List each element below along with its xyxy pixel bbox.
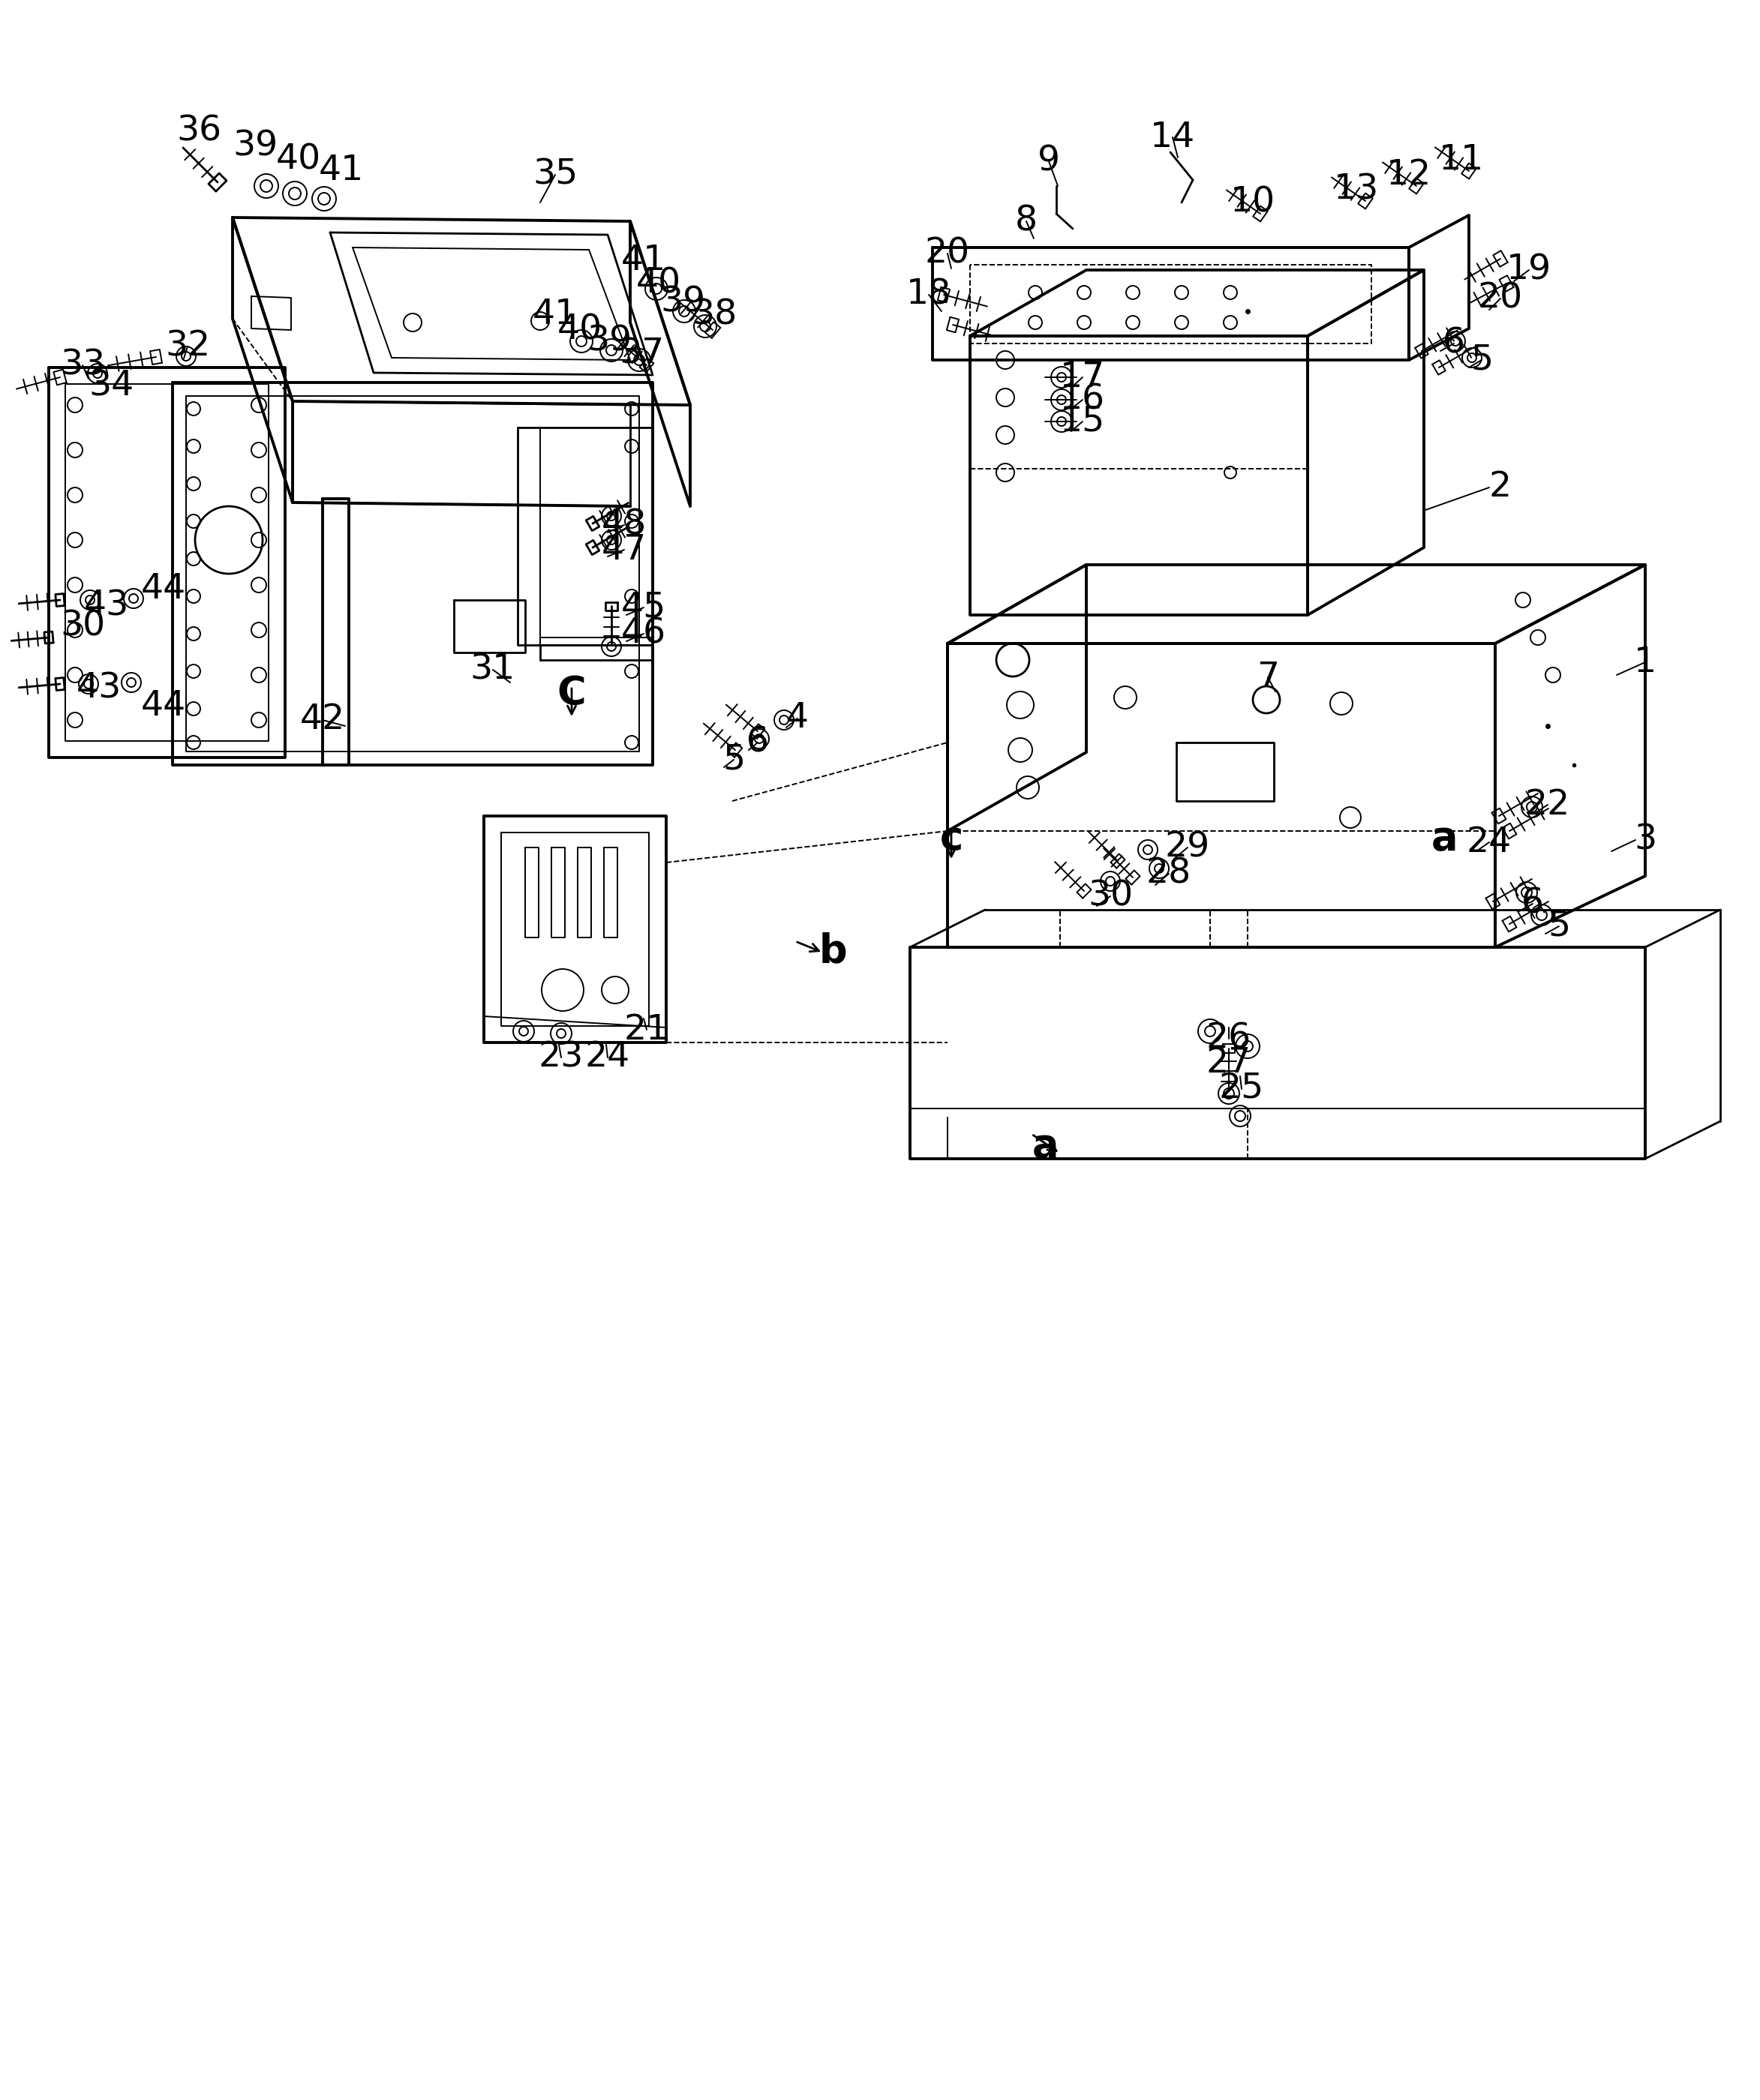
Text: 10: 10 [1230, 185, 1276, 218]
Text: 47: 47 [602, 533, 646, 567]
Text: 16: 16 [1060, 382, 1105, 416]
Text: 40: 40 [635, 267, 681, 300]
Text: 40: 40 [558, 313, 602, 346]
Text: 20: 20 [1478, 281, 1522, 315]
Text: 11: 11 [1440, 143, 1484, 176]
Text: 45: 45 [621, 590, 667, 624]
Text: 13: 13 [1334, 172, 1380, 206]
Text: 24: 24 [584, 1042, 630, 1075]
Text: 39: 39 [232, 130, 278, 164]
Text: 36: 36 [176, 113, 222, 149]
Text: 44: 44 [141, 571, 187, 605]
Text: 28: 28 [1146, 857, 1192, 890]
Text: 9: 9 [1037, 145, 1060, 179]
Text: 48: 48 [602, 508, 646, 542]
Text: 19: 19 [1507, 254, 1552, 288]
Text: c: c [940, 819, 963, 859]
Text: 23: 23 [539, 1042, 584, 1075]
Text: 12: 12 [1387, 158, 1431, 191]
Text: 5: 5 [1470, 342, 1492, 376]
Text: a: a [1031, 1126, 1058, 1166]
Text: 4: 4 [787, 701, 810, 735]
Text: 25: 25 [1220, 1073, 1264, 1107]
Text: 32: 32 [165, 330, 209, 363]
Text: 27: 27 [1206, 1046, 1251, 1079]
Text: 21: 21 [625, 1012, 669, 1046]
Text: 33: 33 [60, 349, 106, 382]
Text: 6: 6 [1443, 328, 1464, 361]
Text: 34: 34 [88, 370, 134, 403]
Text: 38: 38 [692, 298, 737, 332]
Text: 42: 42 [299, 704, 345, 737]
Text: b: b [818, 932, 847, 970]
Text: 31: 31 [470, 653, 516, 687]
Text: 2: 2 [1489, 470, 1512, 504]
Text: 18: 18 [906, 277, 952, 311]
Text: 6: 6 [1521, 886, 1544, 920]
Text: 41: 41 [621, 244, 667, 277]
Text: 37: 37 [620, 338, 664, 372]
Text: 8: 8 [1016, 204, 1038, 237]
Text: 41: 41 [319, 153, 364, 187]
Text: 35: 35 [533, 158, 577, 191]
Text: 20: 20 [926, 237, 970, 271]
Text: 5: 5 [1547, 909, 1570, 943]
Text: a: a [1431, 819, 1457, 859]
Text: 44: 44 [141, 689, 187, 722]
Text: 43: 43 [84, 590, 128, 624]
Text: 3: 3 [1633, 823, 1656, 857]
Text: 43: 43 [76, 672, 121, 706]
Text: 15: 15 [1060, 405, 1105, 439]
Text: 30: 30 [60, 609, 106, 643]
Text: 26: 26 [1206, 1023, 1251, 1056]
Text: 17: 17 [1060, 361, 1105, 395]
Text: 30: 30 [1088, 880, 1133, 914]
Text: 5: 5 [722, 743, 744, 777]
Text: 41: 41 [533, 298, 577, 332]
Text: 7: 7 [1257, 659, 1280, 695]
Text: 1: 1 [1633, 645, 1656, 678]
Text: 46: 46 [621, 617, 667, 651]
Text: 22: 22 [1526, 788, 1570, 821]
Text: 39: 39 [660, 286, 706, 319]
Text: 24: 24 [1466, 825, 1512, 859]
Text: 6: 6 [746, 727, 769, 760]
Text: 14: 14 [1149, 120, 1195, 153]
Text: 29: 29 [1165, 832, 1211, 865]
Text: C: C [558, 674, 586, 714]
Text: 40: 40 [276, 143, 320, 176]
Text: 39: 39 [586, 323, 632, 359]
